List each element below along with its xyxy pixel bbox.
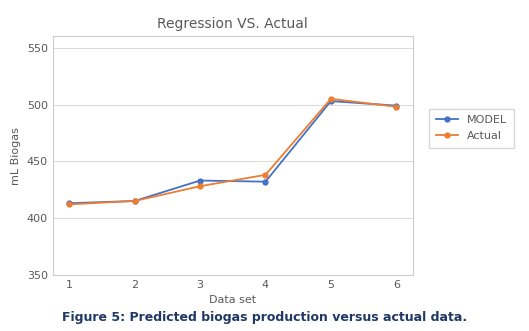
- MODEL: [262, 180, 269, 184]
- Actual: [197, 184, 203, 188]
- Y-axis label: mL Biogas: mL Biogas: [11, 127, 21, 184]
- Actual: [132, 199, 138, 203]
- Actual: [66, 202, 72, 206]
- MODEL: [132, 199, 138, 203]
- Text: Figure 5: Predicted biogas production versus actual data.: Figure 5: Predicted biogas production ve…: [62, 311, 467, 324]
- MODEL: [197, 178, 203, 182]
- X-axis label: Data set: Data set: [209, 295, 257, 305]
- Actual: [262, 173, 269, 177]
- Line: MODEL: MODEL: [67, 99, 399, 206]
- Line: Actual: Actual: [67, 96, 399, 207]
- Actual: [393, 105, 399, 109]
- MODEL: [327, 99, 334, 103]
- Actual: [327, 97, 334, 101]
- MODEL: [393, 104, 399, 108]
- MODEL: [66, 201, 72, 205]
- Legend: MODEL, Actual: MODEL, Actual: [429, 109, 514, 148]
- Title: Regression VS. Actual: Regression VS. Actual: [158, 17, 308, 31]
